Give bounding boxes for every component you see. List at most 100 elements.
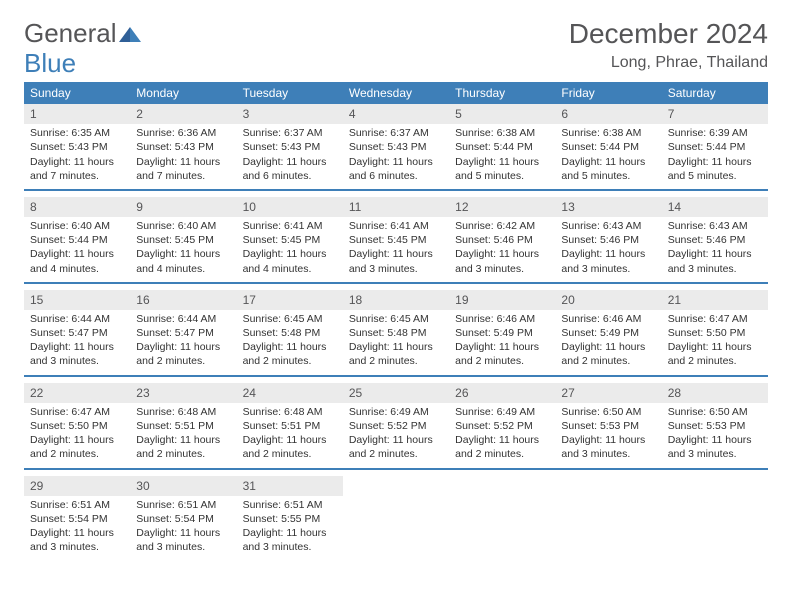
- day-cell: 17Sunrise: 6:45 AMSunset: 5:48 PMDayligh…: [237, 290, 343, 375]
- daylight-text: Daylight: 11 hours: [136, 526, 230, 540]
- sunset-text: Sunset: 5:53 PM: [561, 419, 655, 433]
- sunset-text: Sunset: 5:44 PM: [668, 140, 762, 154]
- sunrise-text: Sunrise: 6:42 AM: [455, 219, 549, 233]
- week-row: 8Sunrise: 6:40 AMSunset: 5:44 PMDaylight…: [24, 197, 768, 284]
- day-cell: 25Sunrise: 6:49 AMSunset: 5:52 PMDayligh…: [343, 383, 449, 468]
- day-number: 13: [555, 197, 661, 217]
- day-number: 20: [555, 290, 661, 310]
- title-block: December 2024 Long, Phrae, Thailand: [569, 18, 768, 72]
- daylight-text: Daylight: 11 hours: [243, 340, 337, 354]
- sunset-text: Sunset: 5:55 PM: [243, 512, 337, 526]
- daylight-text: Daylight: 11 hours: [30, 340, 124, 354]
- daylight-text: and 2 minutes.: [243, 447, 337, 461]
- day-cell: [662, 476, 768, 561]
- day-number: 8: [24, 197, 130, 217]
- day-body: Sunrise: 6:47 AMSunset: 5:50 PMDaylight:…: [662, 310, 768, 369]
- sunset-text: Sunset: 5:51 PM: [136, 419, 230, 433]
- day-number: 22: [24, 383, 130, 403]
- daylight-text: Daylight: 11 hours: [668, 155, 762, 169]
- day-cell: 16Sunrise: 6:44 AMSunset: 5:47 PMDayligh…: [130, 290, 236, 375]
- day-number: 4: [343, 104, 449, 124]
- sunrise-text: Sunrise: 6:50 AM: [668, 405, 762, 419]
- week-row: 1Sunrise: 6:35 AMSunset: 5:43 PMDaylight…: [24, 104, 768, 191]
- daylight-text: and 3 minutes.: [30, 354, 124, 368]
- sunset-text: Sunset: 5:54 PM: [136, 512, 230, 526]
- sunrise-text: Sunrise: 6:47 AM: [30, 405, 124, 419]
- day-body: Sunrise: 6:37 AMSunset: 5:43 PMDaylight:…: [237, 124, 343, 183]
- daylight-text: Daylight: 11 hours: [30, 526, 124, 540]
- sunset-text: Sunset: 5:52 PM: [349, 419, 443, 433]
- daylight-text: Daylight: 11 hours: [349, 433, 443, 447]
- sunset-text: Sunset: 5:49 PM: [561, 326, 655, 340]
- day-cell: 31Sunrise: 6:51 AMSunset: 5:55 PMDayligh…: [237, 476, 343, 561]
- sunset-text: Sunset: 5:50 PM: [30, 419, 124, 433]
- day-body: Sunrise: 6:38 AMSunset: 5:44 PMDaylight:…: [555, 124, 661, 183]
- sunset-text: Sunset: 5:44 PM: [455, 140, 549, 154]
- day-cell: 11Sunrise: 6:41 AMSunset: 5:45 PMDayligh…: [343, 197, 449, 282]
- day-cell: 14Sunrise: 6:43 AMSunset: 5:46 PMDayligh…: [662, 197, 768, 282]
- sunset-text: Sunset: 5:44 PM: [30, 233, 124, 247]
- daylight-text: Daylight: 11 hours: [668, 433, 762, 447]
- daylight-text: and 2 minutes.: [668, 354, 762, 368]
- day-body: Sunrise: 6:47 AMSunset: 5:50 PMDaylight:…: [24, 403, 130, 462]
- daylight-text: Daylight: 11 hours: [349, 247, 443, 261]
- logo-mark-icon: [117, 18, 141, 49]
- day-number: 19: [449, 290, 555, 310]
- week-row: 29Sunrise: 6:51 AMSunset: 5:54 PMDayligh…: [24, 476, 768, 561]
- day-cell: 3Sunrise: 6:37 AMSunset: 5:43 PMDaylight…: [237, 104, 343, 189]
- day-body: Sunrise: 6:42 AMSunset: 5:46 PMDaylight:…: [449, 217, 555, 276]
- day-body: Sunrise: 6:43 AMSunset: 5:46 PMDaylight:…: [555, 217, 661, 276]
- dayname: Friday: [555, 82, 661, 104]
- daylight-text: and 2 minutes.: [349, 447, 443, 461]
- day-number: 6: [555, 104, 661, 124]
- day-body: Sunrise: 6:48 AMSunset: 5:51 PMDaylight:…: [130, 403, 236, 462]
- sunrise-text: Sunrise: 6:36 AM: [136, 126, 230, 140]
- daylight-text: and 5 minutes.: [561, 169, 655, 183]
- day-body: Sunrise: 6:49 AMSunset: 5:52 PMDaylight:…: [343, 403, 449, 462]
- day-number: 10: [237, 197, 343, 217]
- sunset-text: Sunset: 5:50 PM: [668, 326, 762, 340]
- dayname: Monday: [130, 82, 236, 104]
- daylight-text: Daylight: 11 hours: [243, 155, 337, 169]
- daylight-text: Daylight: 11 hours: [30, 247, 124, 261]
- daylight-text: Daylight: 11 hours: [136, 433, 230, 447]
- day-body: Sunrise: 6:36 AMSunset: 5:43 PMDaylight:…: [130, 124, 236, 183]
- header: General December 2024 Long, Phrae, Thail…: [0, 0, 792, 78]
- sunset-text: Sunset: 5:46 PM: [455, 233, 549, 247]
- sunset-text: Sunset: 5:44 PM: [561, 140, 655, 154]
- day-number: 31: [237, 476, 343, 496]
- daylight-text: Daylight: 11 hours: [30, 433, 124, 447]
- daylight-text: Daylight: 11 hours: [243, 247, 337, 261]
- dayname: Thursday: [449, 82, 555, 104]
- day-body: Sunrise: 6:40 AMSunset: 5:45 PMDaylight:…: [130, 217, 236, 276]
- sunrise-text: Sunrise: 6:35 AM: [30, 126, 124, 140]
- daylight-text: Daylight: 11 hours: [455, 155, 549, 169]
- day-number: 16: [130, 290, 236, 310]
- day-cell: 30Sunrise: 6:51 AMSunset: 5:54 PMDayligh…: [130, 476, 236, 561]
- daylight-text: Daylight: 11 hours: [455, 433, 549, 447]
- day-cell: [343, 476, 449, 561]
- sunrise-text: Sunrise: 6:46 AM: [455, 312, 549, 326]
- day-cell: 28Sunrise: 6:50 AMSunset: 5:53 PMDayligh…: [662, 383, 768, 468]
- day-body: Sunrise: 6:45 AMSunset: 5:48 PMDaylight:…: [343, 310, 449, 369]
- day-body: Sunrise: 6:50 AMSunset: 5:53 PMDaylight:…: [662, 403, 768, 462]
- location: Long, Phrae, Thailand: [569, 54, 768, 72]
- daylight-text: and 2 minutes.: [455, 354, 549, 368]
- daylight-text: and 5 minutes.: [668, 169, 762, 183]
- dayname: Tuesday: [237, 82, 343, 104]
- day-body: Sunrise: 6:51 AMSunset: 5:54 PMDaylight:…: [24, 496, 130, 555]
- daylight-text: and 4 minutes.: [136, 262, 230, 276]
- logo-blue: Blue: [24, 48, 76, 79]
- daylight-text: Daylight: 11 hours: [455, 247, 549, 261]
- day-cell: 20Sunrise: 6:46 AMSunset: 5:49 PMDayligh…: [555, 290, 661, 375]
- day-cell: 5Sunrise: 6:38 AMSunset: 5:44 PMDaylight…: [449, 104, 555, 189]
- sunset-text: Sunset: 5:51 PM: [243, 419, 337, 433]
- day-number: 23: [130, 383, 236, 403]
- daylight-text: Daylight: 11 hours: [136, 155, 230, 169]
- day-number: 2: [130, 104, 236, 124]
- daylight-text: and 2 minutes.: [243, 354, 337, 368]
- sunrise-text: Sunrise: 6:45 AM: [243, 312, 337, 326]
- sunrise-text: Sunrise: 6:51 AM: [243, 498, 337, 512]
- day-number: 25: [343, 383, 449, 403]
- daylight-text: and 2 minutes.: [349, 354, 443, 368]
